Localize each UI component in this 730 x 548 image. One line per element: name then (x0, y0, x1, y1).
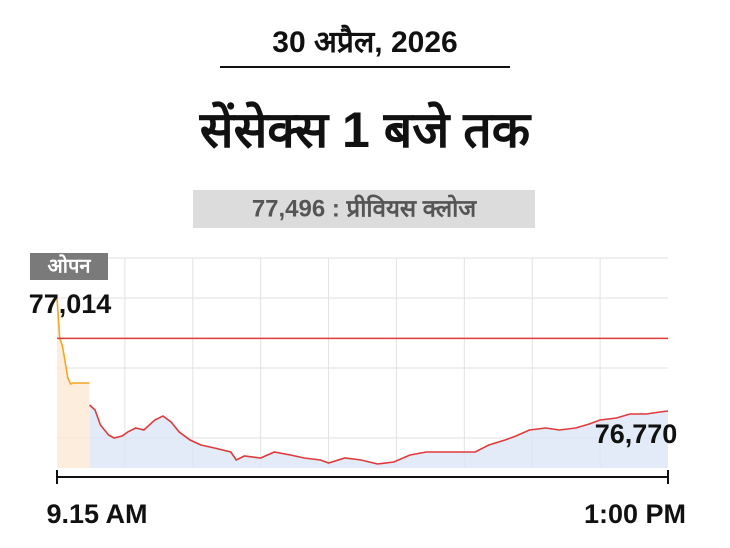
prev-close-box (193, 190, 535, 228)
chart-title: सेंसेक्स 1 बजे तक (199, 101, 532, 158)
area (89, 405, 668, 468)
end-value: 76,770 (595, 419, 678, 449)
prev-close-label: 77,496 : प्रीवियस क्लोज (252, 194, 478, 222)
date: 30 अप्रैल, 2026 (272, 24, 457, 59)
x-tick-label: 9.15 AM (46, 499, 147, 529)
open-label: ओपन (48, 253, 92, 277)
open-box (30, 253, 108, 280)
line (89, 404, 669, 465)
open-value: 77,014 (29, 289, 112, 319)
x-tick-label: 1:00 PM (584, 499, 686, 529)
